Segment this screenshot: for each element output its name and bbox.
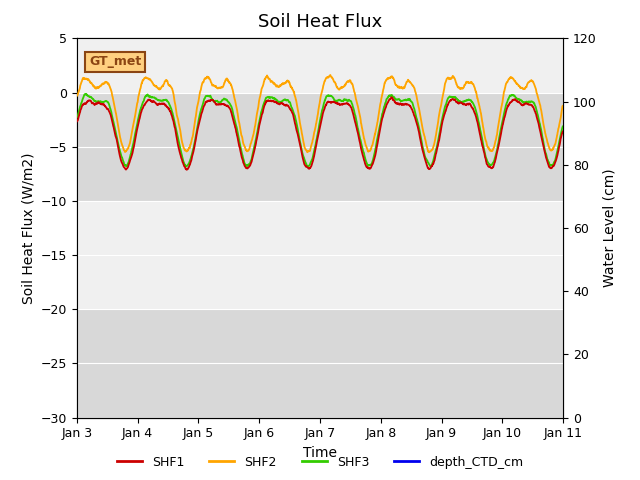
SHF2 — [296, 122, 304, 128]
Line: SHF1: SHF1 — [77, 97, 563, 169]
SHF3 — [297, 142, 305, 147]
SHF3 — [81, 91, 89, 97]
depth_CTD_cm — [362, 37, 369, 43]
Line: SHF2: SHF2 — [77, 75, 563, 152]
depth_CTD_cm — [296, 199, 304, 205]
SHF1 — [545, 164, 553, 170]
Bar — [77, 201, 563, 309]
Line: depth_CTD_cm: depth_CTD_cm — [77, 40, 563, 418]
SHF2 — [98, 82, 106, 88]
Bar — [77, 0, 563, 93]
Bar — [77, 93, 563, 201]
SHF2 — [310, 134, 317, 140]
SHF2 — [73, 93, 81, 99]
depth_CTD_cm — [545, 123, 553, 129]
depth_CTD_cm — [456, 154, 464, 159]
Legend: SHF1, SHF2, SHF3, depth_CTD_cm: SHF1, SHF2, SHF3, depth_CTD_cm — [112, 451, 528, 474]
depth_CTD_cm — [73, 415, 81, 420]
depth_CTD_cm — [545, 125, 553, 131]
SHF1 — [456, 100, 464, 106]
SHF2 — [559, 103, 567, 108]
depth_CTD_cm — [310, 305, 317, 311]
Text: GT_met: GT_met — [89, 56, 141, 69]
Title: Soil Heat Flux: Soil Heat Flux — [258, 13, 382, 31]
SHF3 — [98, 99, 106, 105]
Y-axis label: Soil Heat Flux (W/m2): Soil Heat Flux (W/m2) — [21, 152, 35, 304]
SHF2 — [545, 145, 553, 151]
SHF3 — [546, 161, 554, 167]
SHF2 — [546, 145, 554, 151]
SHF1 — [388, 95, 396, 100]
SHF1 — [297, 144, 305, 150]
SHF3 — [545, 161, 553, 167]
Line: SHF3: SHF3 — [77, 94, 563, 167]
SHF1 — [182, 167, 190, 172]
depth_CTD_cm — [98, 302, 106, 308]
depth_CTD_cm — [559, 415, 567, 420]
SHF3 — [73, 114, 81, 120]
SHF2 — [456, 86, 464, 92]
SHF3 — [304, 164, 312, 170]
SHF3 — [559, 123, 567, 129]
SHF1 — [310, 155, 317, 161]
SHF2 — [326, 72, 334, 78]
X-axis label: Time: Time — [303, 446, 337, 460]
SHF1 — [546, 164, 554, 170]
SHF2 — [426, 149, 433, 155]
Bar — [77, 309, 563, 418]
SHF1 — [559, 128, 567, 134]
SHF1 — [73, 119, 81, 124]
SHF3 — [310, 150, 317, 156]
Y-axis label: Water Level (cm): Water Level (cm) — [602, 168, 616, 288]
SHF3 — [456, 98, 464, 104]
SHF1 — [98, 101, 106, 107]
